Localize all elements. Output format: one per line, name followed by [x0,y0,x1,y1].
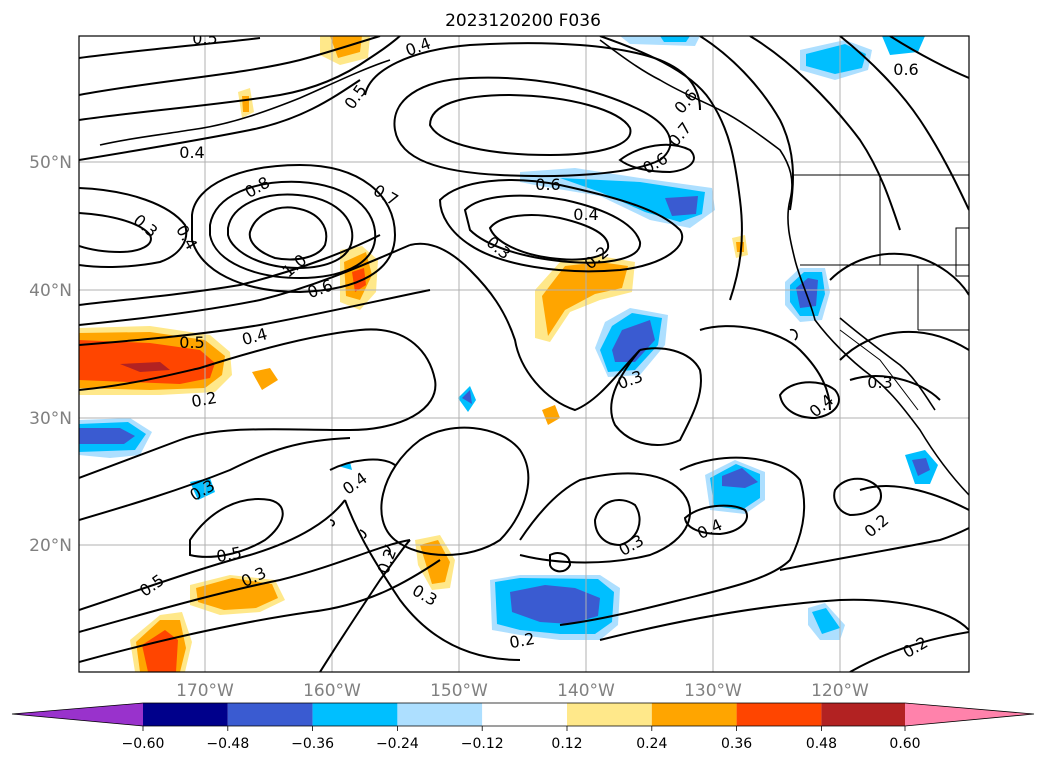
map-frame [78,35,970,673]
colorbar-swatch [227,703,313,726]
contour-label: 0.4 [573,205,598,224]
colorbar-tick-label: −0.48 [206,736,249,752]
colorbar-swatch [736,703,822,726]
colorbar-tick-label: 0.24 [636,736,667,752]
state-boundaries [793,174,969,411]
contour-label: 0.5 [192,29,217,48]
negative-anomaly-shading [79,36,938,640]
colorbar-tick-label: −0.12 [461,736,504,752]
colorbar-tick-label: −0.36 [291,736,334,752]
colorbar-tick-label: 0.60 [889,736,920,752]
colorbar-swatch [821,703,905,726]
colorbar: −0.60 −0.48 −0.36 −0.24 −0.12 0.12 0.24 … [11,702,1035,752]
lon-label: 160°W [303,681,361,701]
lat-label: 40°N [29,281,72,301]
contour-lines [79,36,969,672]
colorbar-swatch [312,703,398,726]
colorbar-swatch [651,703,737,726]
gridlines [79,36,969,672]
colorbar-overflow-swatch [905,703,1034,726]
lon-label: 170°W [176,681,234,701]
colorbar-swatch [397,703,483,726]
lon-label: 120°W [811,681,869,701]
lat-label: 20°N [29,536,72,556]
colorbar-tick-label: 0.36 [721,736,752,752]
latitude-labels: 50°N 40°N 30°N 20°N [29,153,72,556]
lon-label: 140°W [557,681,615,701]
contour-label: 0.6 [893,60,918,79]
contour-label: 0.4 [179,143,204,162]
contour-label: 0.5 [179,333,204,352]
colorbar-underflow-swatch [12,703,143,726]
colorbar-swatch [143,703,228,726]
contour-label: 0.6 [535,175,560,194]
lat-label: 50°N [29,153,72,173]
contour-label: 0.5 [215,543,243,566]
colorbar-swatch [567,703,652,726]
lon-label: 150°W [430,681,488,701]
map-title: 2023120200 F036 [445,11,601,31]
colorbar-tick-label: −0.24 [376,736,419,752]
colorbar-tick-label: −0.60 [122,736,165,752]
colorbar-tick-label: 0.48 [806,736,837,752]
lat-label: 30°N [29,409,72,429]
lon-label: 130°W [684,681,742,701]
contour-label: 0.3 [867,373,892,392]
map-panel: 0.5 0.4 0.5 0.4 0.3 0.4 0.8 0.7 0.6 1.0 … [79,29,969,672]
coastlines [99,39,969,556]
contour-label: 0.2 [508,629,536,652]
contour-label: 0.2 [190,388,218,411]
positive-anomaly-shading [79,36,748,672]
colorbar-swatch [482,703,567,726]
colorbar-tick-label: 0.12 [551,736,582,752]
longitude-labels: 170°W 160°W 150°W 140°W 130°W 120°W [176,681,869,701]
